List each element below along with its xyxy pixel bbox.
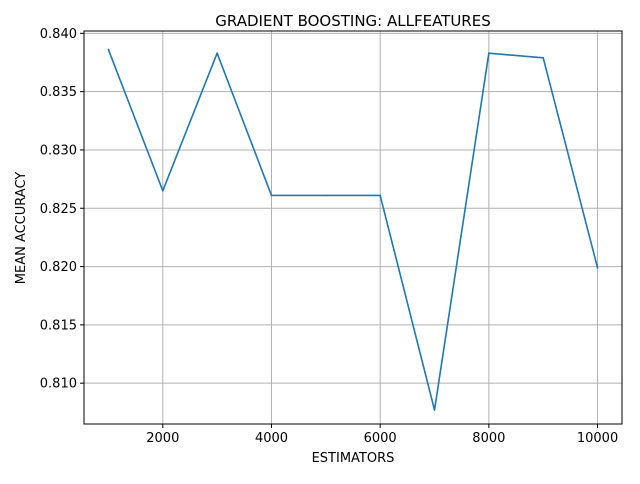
chart-title: GRADIENT BOOSTING: ALLFEATURES: [215, 12, 490, 30]
x-tick-label: 8000: [472, 431, 505, 446]
x-tick-label: 6000: [364, 431, 397, 446]
y-tick-label: 0.835: [40, 85, 77, 100]
series-line: [107, 48, 599, 411]
x-axis-label: ESTIMATORS: [312, 451, 395, 466]
data-point: [325, 194, 327, 197]
y-tick-label: 0.840: [40, 27, 77, 42]
data-point: [379, 194, 381, 197]
data-point: [433, 409, 436, 411]
series-layer: [107, 48, 599, 411]
data-point: [596, 266, 599, 269]
x-tick-label: 4000: [255, 431, 288, 446]
data-point: [107, 48, 110, 51]
grid-lines: [84, 31, 622, 424]
x-tick-label: 2000: [146, 431, 179, 446]
y-tick-label: 0.830: [40, 143, 77, 158]
y-tick-label: 0.820: [40, 260, 77, 275]
x-tick-label: 10000: [577, 431, 618, 446]
y-axis-label: MEAN ACCURACY: [14, 172, 29, 285]
data-point: [542, 57, 545, 59]
data-point: [216, 52, 218, 54]
data-point: [161, 189, 164, 192]
data-point: [488, 52, 490, 54]
y-tick-label: 0.825: [40, 202, 77, 217]
plot-area-frame: [83, 30, 623, 425]
y-tick-label: 0.810: [40, 377, 77, 392]
y-tick-label: 0.815: [40, 318, 77, 333]
axis-ticks: 2000 4000 6000 8000 10000 0.810 0.815 0.820 0.82…: [40, 27, 618, 446]
data-point: [270, 194, 273, 197]
